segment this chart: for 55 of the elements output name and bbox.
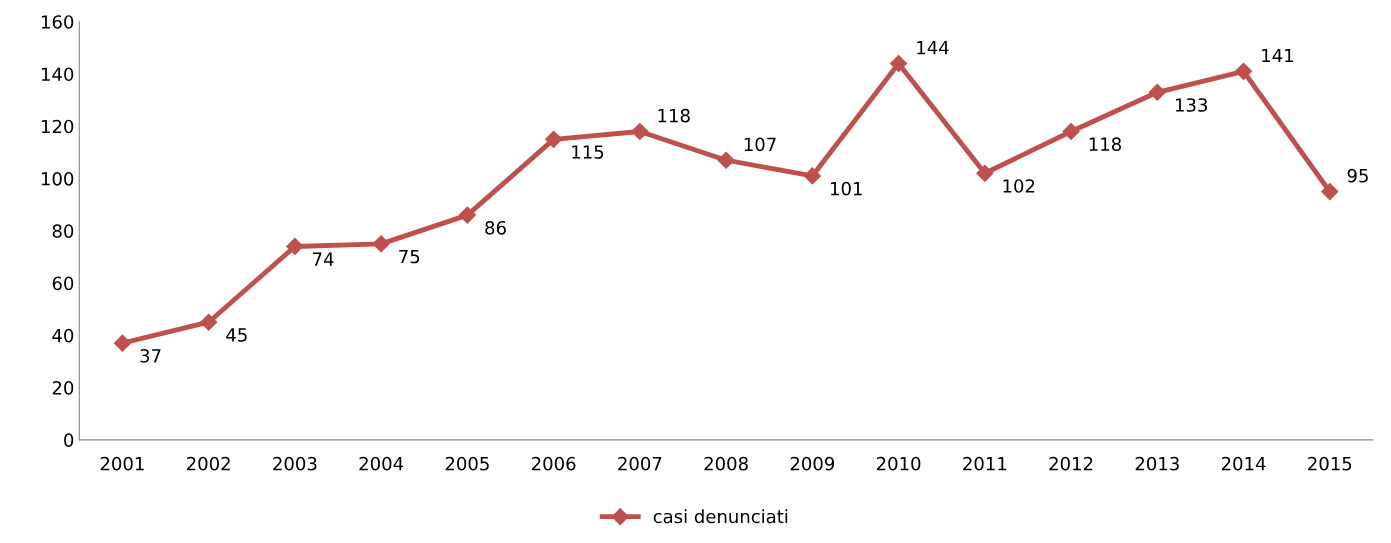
data-label: 75: [399, 249, 420, 264]
y-tick-label: 0: [64, 433, 74, 447]
x-tick-label: 2007: [618, 456, 662, 471]
data-label: 102: [1003, 179, 1035, 193]
data-label: 74: [313, 252, 334, 266]
x-tick-label: 2005: [445, 456, 489, 471]
data-label: 133: [1175, 98, 1207, 112]
data-label: 101: [830, 181, 862, 196]
y-tick-label: 100: [41, 171, 74, 186]
point: [286, 237, 304, 256]
point: [1148, 83, 1166, 101]
data-label: 86: [485, 220, 506, 235]
x-tick-label: 2013: [1135, 456, 1179, 471]
x-tick-label: 2006: [531, 456, 576, 471]
data-label: 37: [140, 349, 161, 363]
y-tick-label: 80: [52, 224, 74, 238]
point: [1235, 62, 1253, 80]
point: [717, 151, 735, 169]
data-label: 144: [917, 41, 949, 55]
y-tick-label: 20: [52, 381, 74, 395]
y-tick-label: 40: [52, 328, 74, 343]
data-label: 141: [1262, 48, 1294, 63]
point: [200, 313, 218, 331]
point: [631, 122, 649, 141]
y-tick-label: 140: [41, 67, 74, 82]
y-tick-label: 160: [41, 15, 74, 29]
x-tick-label: 2011: [963, 456, 1007, 471]
data-label: 118: [1089, 137, 1121, 152]
point: [1062, 122, 1080, 141]
point: [113, 334, 131, 352]
data-label: 107: [744, 137, 776, 152]
point: [372, 235, 390, 253]
x-tick-label: 2008: [704, 456, 748, 471]
data-label: 118: [658, 108, 690, 123]
x-tick-label: 2015: [1308, 456, 1352, 471]
x-tick-label: 2009: [790, 456, 835, 471]
data-label: 45: [226, 328, 247, 342]
point: [545, 130, 563, 148]
point: [890, 54, 908, 73]
point: [803, 167, 821, 185]
y-tick-label: 120: [41, 119, 74, 134]
x-tick-label: 2003: [273, 456, 317, 471]
point: [976, 164, 994, 182]
x-tick-label: 2002: [187, 456, 230, 471]
point: [458, 206, 476, 224]
x-tick-label: 2004: [359, 456, 404, 471]
x-tick-label: 2012: [1049, 456, 1093, 471]
legend-label: casi denunciati: [653, 509, 788, 524]
x-tick-label: 2010: [876, 456, 921, 471]
x-tick-label: 2001: [100, 456, 144, 471]
x-tick-label: 2014: [1221, 456, 1266, 471]
point: [1321, 183, 1339, 201]
data-label: 95: [1347, 168, 1368, 183]
data-label: 115: [572, 145, 604, 159]
y-tick-label: 60: [52, 276, 74, 291]
